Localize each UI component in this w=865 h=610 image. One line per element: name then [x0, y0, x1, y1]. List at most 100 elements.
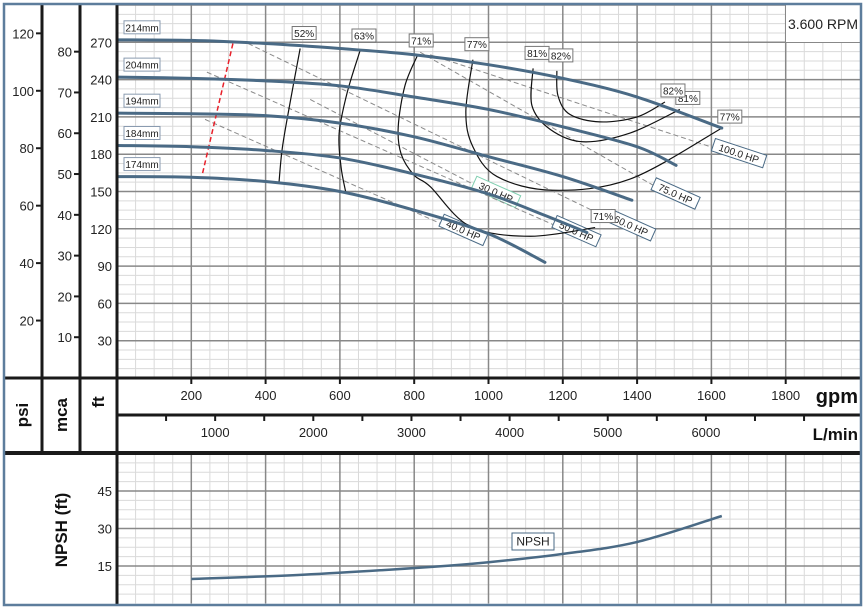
impeller-curve: [115, 75, 678, 167]
efficiency-label-text: 63%: [354, 32, 374, 43]
impeller-label-text: 174mm: [125, 160, 158, 171]
efficiency-label: 77%: [464, 37, 490, 52]
efficiency-label-text: 81%: [527, 49, 547, 60]
impeller-curve: [115, 175, 547, 264]
impeller-curve: [115, 111, 634, 202]
efficiency-label-box: [351, 28, 377, 43]
min-flow-line: [201, 43, 234, 176]
psi-tick-label: 120: [12, 26, 34, 41]
mca-tick-label: 70: [58, 85, 72, 100]
efficiency-label-box: [660, 83, 686, 98]
ft-tick-label: 180: [90, 147, 112, 162]
efficiency-curve: [338, 50, 361, 193]
impeller-label-text: 184mm: [125, 129, 158, 140]
power-line: [430, 54, 722, 151]
efficiency-label-text: 71%: [593, 212, 613, 223]
gpm-tick-label: 1200: [548, 388, 577, 403]
efficiency-label-box: [291, 26, 317, 41]
mca-tick-label: 50: [58, 167, 72, 182]
impeller-label-text: 194mm: [125, 97, 158, 108]
npsh-label-text: NPSH: [516, 535, 549, 549]
impeller-label-box: [123, 125, 161, 140]
gpm-tick-label: 400: [255, 388, 277, 403]
power-label-box: [650, 177, 701, 210]
grid: [117, 4, 860, 604]
gpm-tick-label: 1800: [771, 388, 800, 403]
efficiency-label-text: 52%: [294, 29, 314, 40]
efficiency-curve: [465, 59, 723, 191]
ft-tick-label: 90: [98, 259, 112, 274]
impeller-label-box: [123, 93, 161, 108]
efficiency-curve: [397, 55, 596, 237]
lmin-tick-label: 1000: [201, 425, 230, 440]
power-label-box: [710, 137, 768, 169]
impeller-label: 204mm: [123, 57, 161, 72]
mca-tick-label: 60: [58, 126, 72, 141]
mca-axis-title: mca: [52, 397, 71, 432]
impeller-curve: [115, 143, 589, 235]
efficiency-curve: [278, 48, 301, 183]
efficiency-label-text: 77%: [467, 40, 487, 51]
lmin-tick-label: 6000: [691, 425, 720, 440]
ft-tick-label: 210: [90, 110, 112, 125]
efficiency-label-box: [717, 109, 743, 124]
lmin-tick-label: 4000: [495, 425, 524, 440]
ft-tick-label: 30: [98, 334, 112, 349]
rpm-box: [786, 5, 861, 42]
psi-axis-title: psi: [13, 403, 32, 428]
efficiency-label: 63%: [351, 28, 377, 43]
npsh-curve: [191, 514, 723, 581]
efficiency-curve: [530, 68, 681, 143]
efficiency-label-text: 71%: [411, 36, 431, 47]
impeller-label: 184mm: [123, 125, 161, 140]
ft-axis-title: ft: [89, 396, 108, 408]
impeller-label-box: [123, 57, 161, 72]
efficiency-curve: [556, 70, 666, 123]
power-line: [206, 71, 561, 229]
ft-tick-label: 120: [90, 222, 112, 237]
psi-tick-label: 60: [20, 199, 34, 214]
efficiency-label: 77%: [717, 109, 743, 124]
ft-tick-label: 240: [90, 73, 112, 88]
impeller-label-box: [123, 157, 161, 172]
npsh-tick-label: 45: [98, 484, 112, 499]
npsh-tick-label: 15: [98, 559, 112, 574]
gpm-tick-label: 200: [180, 388, 202, 403]
lmin-tick-label: 2000: [299, 425, 328, 440]
ft-tick-label: 270: [90, 35, 112, 50]
efficiency-label: 82%: [660, 83, 686, 98]
impeller-label: 214mm: [123, 20, 161, 35]
impeller-label-text: 204mm: [125, 61, 158, 72]
efficiency-label-box: [464, 37, 490, 52]
ft-tick-label: 150: [90, 185, 112, 200]
impeller-label-box: [123, 20, 161, 35]
npsh-label-box: [511, 532, 555, 551]
gpm-tick-label: 1400: [623, 388, 652, 403]
gpm-tick-label: 800: [403, 388, 425, 403]
lmin-axis-title: L/min: [813, 425, 858, 444]
axes: 30 60 90 120 150 180 210 240 270 20 40 60 80 100 120 10…: [4, 5, 861, 606]
npsh-axis-title: NPSH (ft): [52, 493, 71, 568]
psi-tick-label: 80: [20, 141, 34, 156]
mca-tick-label: 40: [58, 208, 72, 223]
gpm-axis-title: gpm: [816, 386, 858, 408]
mca-tick-label: 80: [58, 45, 72, 60]
lmin-tick-label: 3000: [397, 425, 426, 440]
gpm-tick-label: 600: [329, 388, 351, 403]
gpm-tick-label: 1000: [474, 388, 503, 403]
impeller-label: 174mm: [123, 157, 161, 172]
mca-tick-label: 10: [58, 330, 72, 345]
impeller-label-text: 214mm: [125, 23, 158, 34]
efficiency-label-box: [590, 209, 616, 224]
impeller-label: 194mm: [123, 93, 161, 108]
efficiency-label: 52%: [291, 26, 317, 41]
rpm-label: 3.600 RPM: [788, 16, 858, 32]
efficiency-label-text: 77%: [720, 113, 740, 124]
npsh-label: NPSH: [511, 532, 555, 551]
power-line: [247, 43, 616, 222]
gpm-tick-label: 1600: [697, 388, 726, 403]
efficiency-label: 82%: [548, 48, 574, 63]
